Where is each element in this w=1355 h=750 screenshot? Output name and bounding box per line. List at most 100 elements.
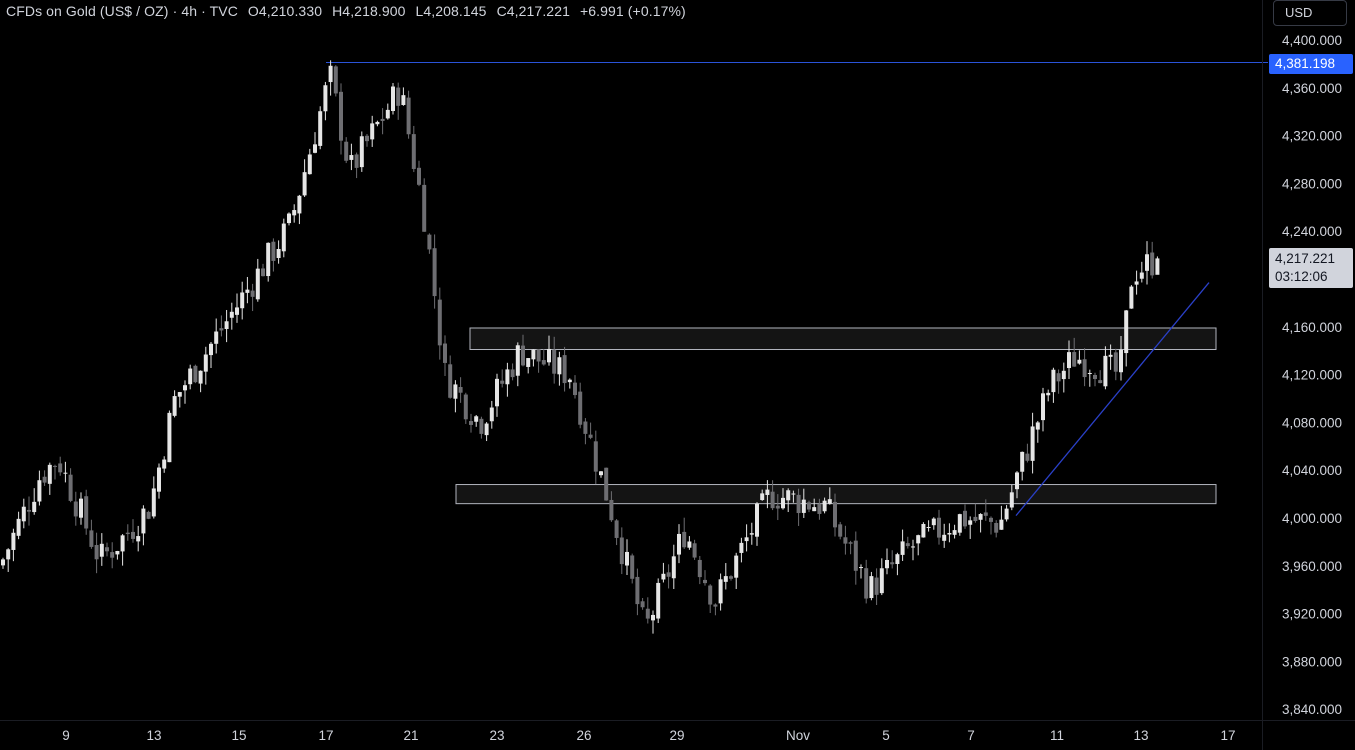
candle-body [411, 134, 416, 169]
candle-body [6, 549, 11, 560]
candle-body [848, 542, 853, 544]
data-source: TVC [209, 3, 238, 19]
candle-body [827, 499, 832, 504]
candle-body [37, 480, 42, 502]
candle-body [541, 360, 546, 365]
resistance-level-tag: 4,381.198 [1269, 54, 1353, 74]
candle-body [833, 501, 837, 528]
candle-body [1020, 451, 1025, 472]
candle-body [245, 289, 250, 293]
candle-body [609, 499, 614, 521]
candle-body [531, 349, 536, 360]
candle-body [604, 467, 609, 501]
candle-body [1155, 258, 1160, 275]
candle-body [625, 551, 629, 566]
time-tick-label: 26 [576, 728, 591, 743]
candle-body [235, 307, 239, 315]
time-tick-label: 15 [231, 728, 246, 743]
candle-body [370, 123, 375, 140]
timeframe[interactable]: 4h [181, 3, 198, 19]
candle-body [84, 496, 89, 529]
candle-body [79, 498, 83, 518]
candle-body [1129, 286, 1134, 309]
candle-body [224, 321, 229, 329]
candle-body [417, 167, 421, 185]
candle-body [479, 418, 484, 434]
candle-body [406, 97, 411, 135]
candle-body [599, 471, 603, 476]
price-zone [469, 327, 1217, 351]
candle-body [125, 532, 130, 535]
candle-body [682, 531, 687, 548]
candle-body [651, 614, 655, 621]
candle-body [198, 370, 203, 384]
price-change: +6.991 (+0.17%) [579, 3, 686, 19]
dot-separator: · [172, 3, 182, 19]
time-tick-label: 13 [146, 728, 161, 743]
currency-button[interactable]: USD [1273, 0, 1347, 26]
candle-body [53, 465, 57, 467]
candle-body [760, 493, 765, 501]
candle-body [1077, 359, 1082, 364]
candle-body [999, 519, 1004, 530]
candle-body [583, 421, 588, 434]
candle-body [396, 87, 401, 106]
ohlc-low: L4,208.145 [415, 3, 487, 19]
candle-body [1150, 252, 1155, 276]
candle-body [879, 568, 884, 594]
candle-body [11, 532, 16, 550]
candle-body [469, 421, 473, 425]
time-axis-separator [0, 720, 1355, 721]
candle-body [864, 568, 869, 599]
candle-body [99, 543, 104, 557]
candle-body [42, 476, 47, 483]
time-tick-label: 5 [882, 728, 890, 743]
candle-body [281, 223, 286, 252]
candle-body [136, 536, 141, 542]
time-tick-label: 13 [1133, 728, 1148, 743]
candle-body [812, 507, 817, 512]
candle-body [1119, 349, 1123, 373]
candle-body [515, 345, 520, 376]
candle-body [318, 111, 323, 146]
candle-body [1061, 370, 1066, 380]
candle-body [229, 311, 234, 318]
candle-body [744, 537, 749, 542]
time-tick-label: 11 [1050, 728, 1064, 743]
candle-body [58, 463, 63, 473]
candle-body [427, 234, 432, 250]
candle-body [365, 135, 369, 142]
candle-body [978, 514, 983, 520]
candle-body [339, 91, 343, 141]
candle-body [578, 391, 583, 425]
candle-body [781, 497, 785, 509]
candle-body [567, 379, 572, 383]
time-tick-label: 7 [967, 728, 975, 743]
candle-body [890, 562, 895, 565]
candle-body [63, 472, 68, 474]
candle-body [1030, 426, 1035, 461]
candle-body [942, 534, 947, 541]
candle-body [692, 543, 697, 558]
candle-body [141, 508, 146, 534]
candle-body [313, 144, 317, 153]
candle-body [94, 545, 99, 560]
symbol-legend[interactable]: CFDs on Gold (US$ / OZ) · 4h · TVC O4,21… [6, 3, 686, 19]
candle-body [796, 494, 801, 514]
candle-body [739, 542, 744, 553]
time-tick-label: 17 [1220, 728, 1235, 743]
candle-body [937, 517, 941, 538]
candle-body [1035, 422, 1040, 430]
price-tick-label: 4,160.000 [1282, 320, 1342, 335]
candle-body [297, 195, 302, 214]
candle-body [214, 331, 219, 344]
candle-body [640, 601, 645, 608]
last-price-value: 4,217.221 [1275, 251, 1336, 266]
candle-body [131, 531, 135, 539]
time-tick-label: 29 [669, 728, 684, 743]
symbol-name[interactable]: CFDs on Gold (US$ / OZ) [6, 3, 169, 19]
candle-body [474, 416, 479, 422]
candle-body [495, 378, 499, 407]
